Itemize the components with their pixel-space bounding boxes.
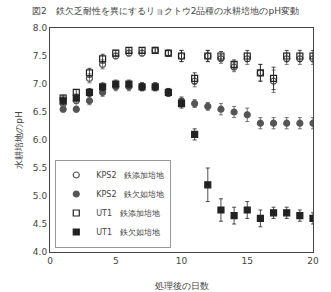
svg-text:水耕培地のpH: 水耕培地のpH: [14, 111, 24, 168]
svg-text:4.0: 4.0: [33, 247, 48, 257]
svg-text:8.0: 8.0: [33, 23, 48, 33]
svg-text:KPS2 鉄欠如培地: KPS2 鉄欠如培地: [96, 190, 164, 199]
svg-text:10: 10: [176, 256, 188, 266]
svg-text:UT1 鉄欠如培地: UT1 鉄欠如培地: [96, 228, 160, 237]
svg-text:処理後の日数: 処理後の日数: [155, 281, 209, 291]
svg-text:4.5: 4.5: [33, 219, 47, 229]
svg-text:図2 鉄欠乏耐性を異にするリョクトウ2品種の水耕培地のpH変: 図2 鉄欠乏耐性を異にするリョクトウ2品種の水耕培地のpH変動: [32, 6, 299, 16]
svg-text:7.0: 7.0: [33, 79, 48, 89]
svg-text:20: 20: [307, 256, 319, 266]
svg-text:5.5: 5.5: [33, 163, 47, 173]
svg-text:0: 0: [47, 256, 53, 266]
svg-text:6.5: 6.5: [33, 107, 47, 117]
svg-text:KPS2 鉄添加培地: KPS2 鉄添加培地: [96, 171, 164, 180]
svg-text:6.0: 6.0: [33, 135, 48, 145]
svg-text:5.0: 5.0: [33, 191, 48, 201]
svg-text:7.5: 7.5: [33, 51, 47, 61]
svg-text:5: 5: [113, 256, 119, 266]
svg-text:15: 15: [242, 256, 253, 266]
svg-text:UT1 鉄添加培地: UT1 鉄添加培地: [96, 209, 160, 218]
